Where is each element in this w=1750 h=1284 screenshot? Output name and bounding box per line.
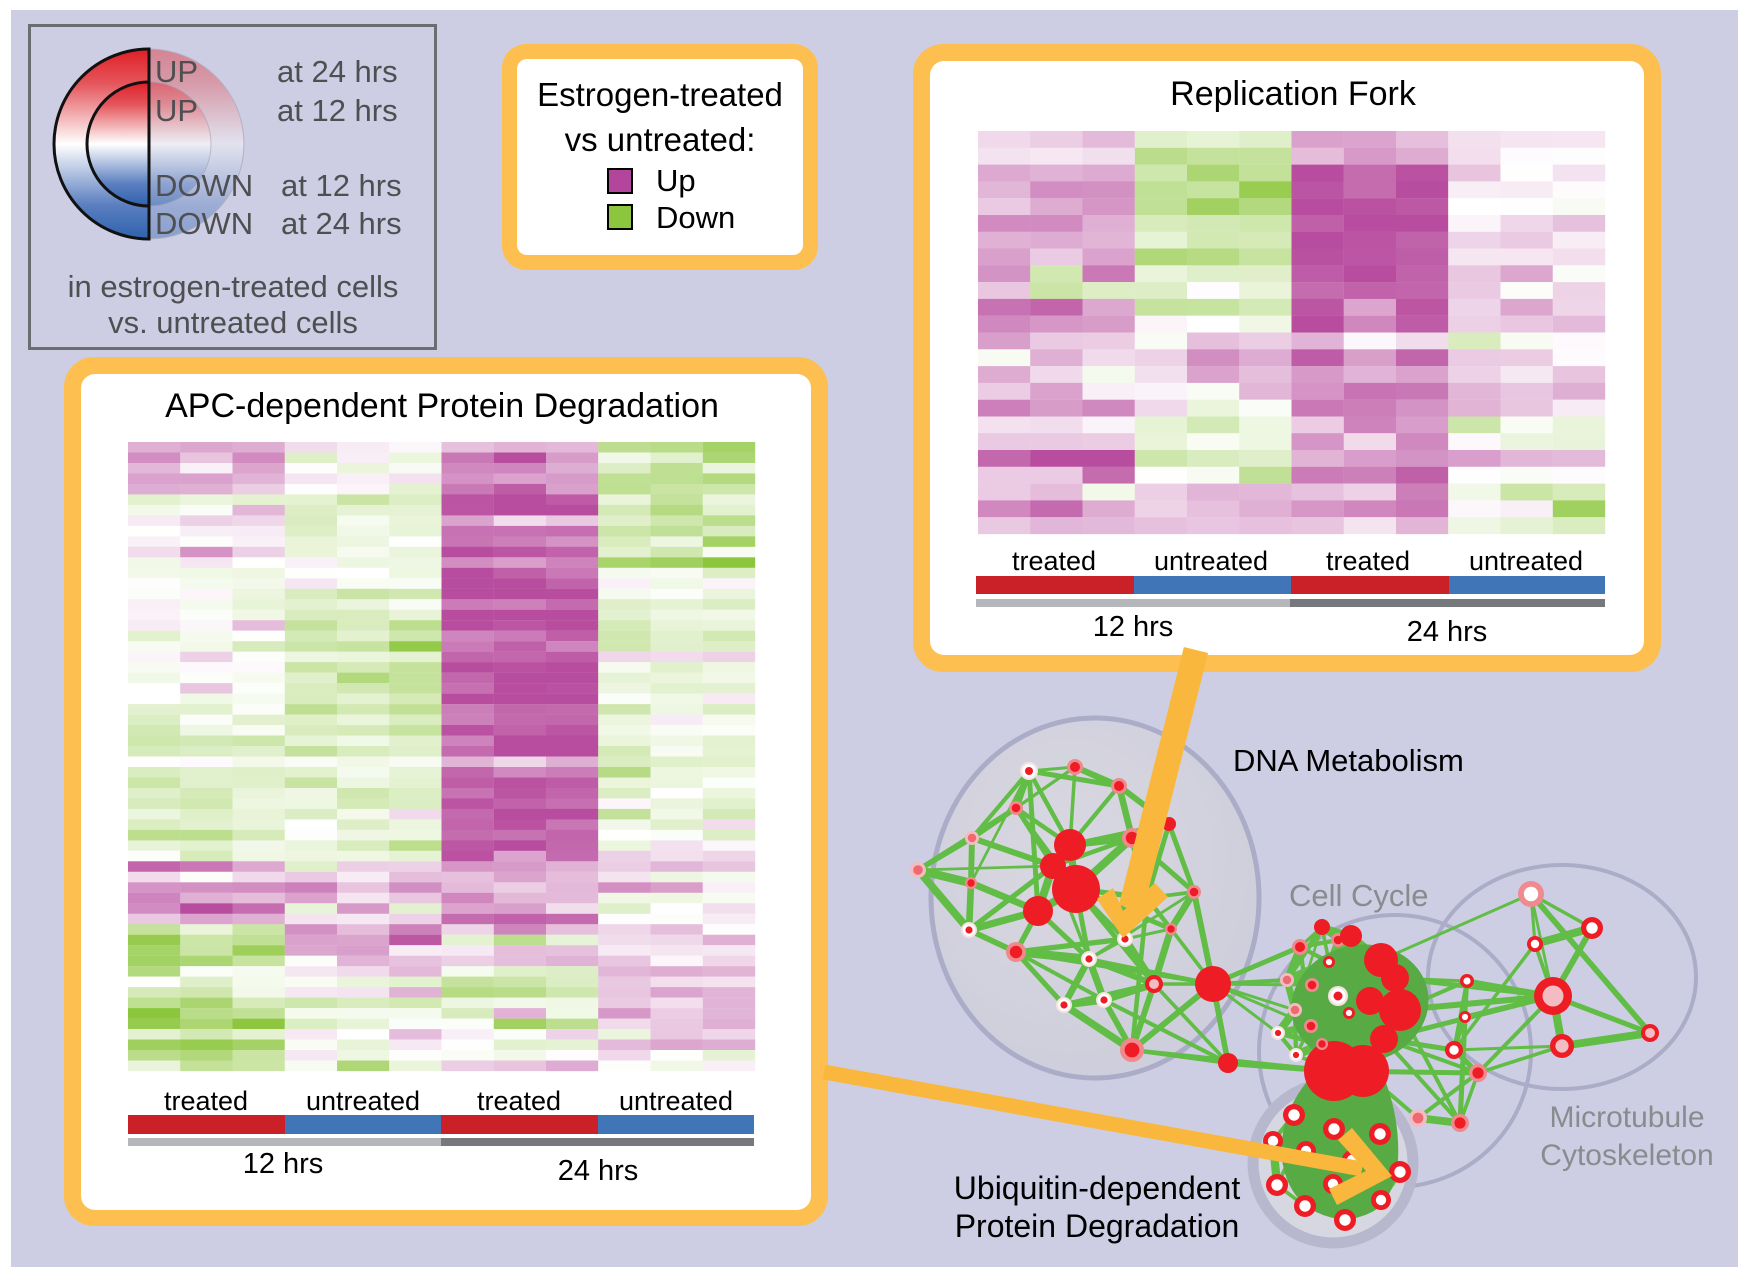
svg-text:UP: UP [155,93,198,128]
svg-text:Protein Degradation: Protein Degradation [955,1208,1240,1244]
svg-text:treated: treated [164,1086,248,1116]
svg-text:Cytoskeleton: Cytoskeleton [1540,1139,1713,1172]
svg-text:untreated: untreated [306,1086,420,1116]
svg-text:Microtubule: Microtubule [1549,1101,1704,1134]
svg-text:Replication Fork: Replication Fork [1170,75,1417,113]
svg-text:24 hrs: 24 hrs [1407,616,1488,648]
svg-text:Up: Up [656,163,696,198]
svg-text:untreated: untreated [1469,546,1583,576]
svg-text:12 hrs: 12 hrs [1093,611,1174,643]
svg-text:treated: treated [477,1086,561,1116]
svg-text:at 24 hrs: at 24 hrs [277,54,398,89]
svg-text:untreated: untreated [619,1086,733,1116]
svg-text:untreated: untreated [1154,546,1268,576]
svg-text:vs. untreated cells: vs. untreated cells [108,305,358,340]
svg-text:Down: Down [656,200,735,235]
svg-text:12 hrs: 12 hrs [243,1148,324,1180]
svg-text:in estrogen-treated cells: in estrogen-treated cells [68,269,399,304]
svg-text:DNA Metabolism: DNA Metabolism [1233,743,1464,778]
svg-text:at 24 hrs: at 24 hrs [281,206,402,241]
svg-text:UP: UP [155,54,198,89]
svg-text:treated: treated [1012,546,1096,576]
svg-text:at 12 hrs: at 12 hrs [277,93,398,128]
svg-text:24 hrs: 24 hrs [558,1155,639,1187]
svg-text:vs untreated:: vs untreated: [565,121,756,158]
svg-text:Cell Cycle: Cell Cycle [1289,878,1429,913]
svg-text:APC-dependent Protein Degradat: APC-dependent Protein Degradation [165,387,719,425]
svg-text:Estrogen-treated: Estrogen-treated [537,76,783,113]
svg-text:treated: treated [1326,546,1410,576]
svg-text:DOWN: DOWN [155,206,253,241]
svg-text:at 12 hrs: at 12 hrs [281,168,402,203]
svg-text:Ubiquitin-dependent: Ubiquitin-dependent [954,1170,1241,1206]
svg-text:DOWN: DOWN [155,168,253,203]
